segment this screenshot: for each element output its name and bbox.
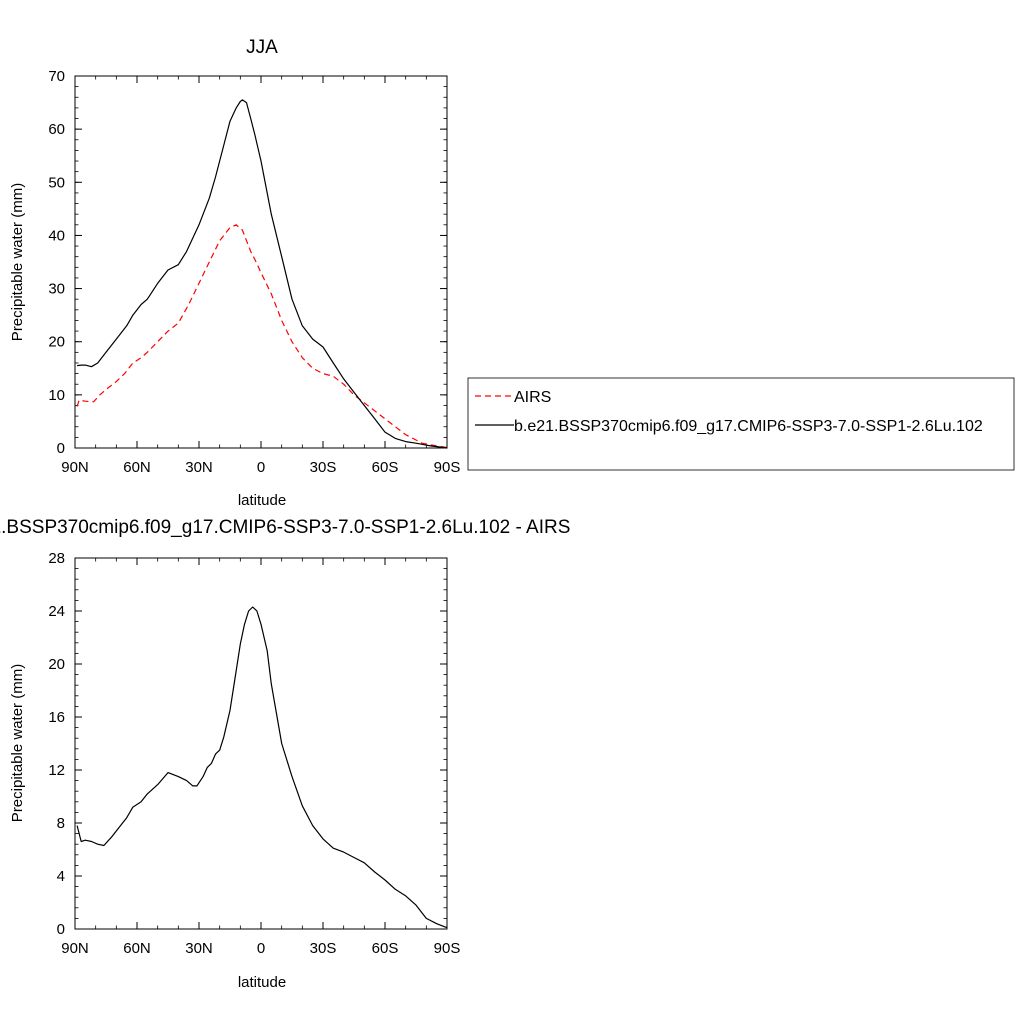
x-tick-label: 30N	[185, 459, 213, 476]
x-tick-label: 60N	[123, 940, 151, 957]
axis-ticks	[74, 75, 448, 449]
x-tick-label: 60S	[372, 459, 399, 476]
x-axis-label: latitude	[238, 492, 286, 509]
chart-title: JJA	[246, 37, 278, 58]
x-tick-label: 30N	[185, 940, 213, 957]
y-tick-label: 50	[48, 174, 65, 191]
x-tick-label: 90N	[61, 940, 89, 957]
y-tick-label: 70	[48, 68, 65, 85]
legend-box	[467, 377, 1015, 471]
y-axis-label: Precipitable water (mm)	[9, 664, 26, 822]
legend-label-model: b.e21.BSSP370cmip6.f09_g17.CMIP6-SSP3-7.…	[514, 418, 983, 435]
axis-tick-labels: 90N 60N 30N 0 30S 60S 90S 0 10 20 30 40 50 60 70	[48, 68, 460, 476]
legend-label-airs: AIRS	[514, 389, 551, 406]
chart-panel-top: JJA Precipitable water (mm) latitude 90N…	[9, 37, 460, 509]
y-tick-label: 12	[48, 762, 65, 779]
series-lines	[76, 99, 448, 449]
y-tick-label: 24	[48, 603, 65, 620]
y-tick-label: 28	[48, 550, 65, 567]
y-tick-label: 10	[48, 387, 65, 404]
x-tick-label: 90S	[434, 459, 461, 476]
y-tick-label: 0	[57, 440, 65, 457]
y-tick-label: 40	[48, 227, 65, 244]
x-axis-label: latitude	[238, 974, 286, 991]
y-tick-label: 8	[57, 815, 65, 832]
y-tick-label: 4	[57, 868, 65, 885]
plot-frame	[74, 75, 448, 449]
x-tick-label: 30S	[310, 940, 337, 957]
chart-title: b.e21.BSSP370cmip6.f09_g17.CMIP6-SSP3-7.…	[0, 517, 570, 538]
x-tick-label: 0	[257, 459, 265, 476]
series-line-airs	[76, 224, 448, 449]
y-tick-label: 0	[57, 921, 65, 938]
y-tick-label: 20	[48, 656, 65, 673]
x-tick-label: 0	[257, 940, 265, 957]
x-tick-label: 90S	[434, 940, 461, 957]
axis-ticks	[74, 557, 448, 930]
y-tick-label: 30	[48, 281, 65, 298]
x-tick-label: 90N	[61, 459, 89, 476]
plot-frame	[74, 557, 448, 930]
x-tick-label: 60S	[372, 940, 399, 957]
series-line-model	[77, 99, 448, 449]
y-tick-label: 16	[48, 709, 65, 726]
legend: AIRS b.e21.BSSP370cmip6.f09_g17.CMIP6-SS…	[467, 377, 1015, 471]
x-tick-label: 30S	[310, 459, 337, 476]
y-axis-label: Precipitable water (mm)	[9, 183, 26, 341]
axis-tick-labels: 90N 60N 30N 0 30S 60S 90S 0 4 8 12 16 20 24 28	[48, 550, 460, 957]
chart-panel-bottom: b.e21.BSSP370cmip6.f09_g17.CMIP6-SSP3-7.…	[0, 517, 570, 991]
x-tick-label: 60N	[123, 459, 151, 476]
series-lines	[76, 606, 448, 929]
y-tick-label: 20	[48, 334, 65, 351]
y-tick-label: 60	[48, 121, 65, 138]
series-line-difference	[76, 606, 448, 929]
